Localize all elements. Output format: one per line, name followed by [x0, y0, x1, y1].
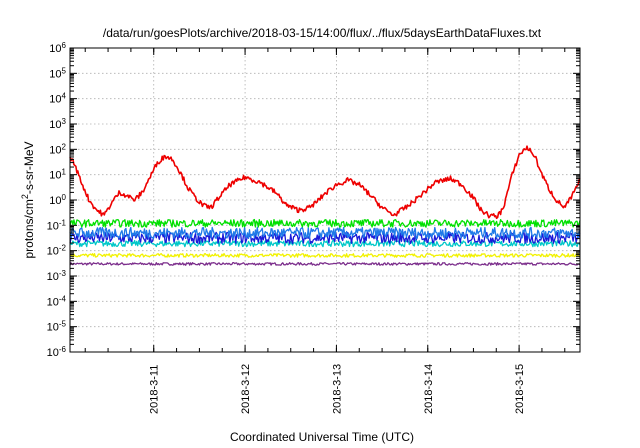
y-tick-exp: 6	[62, 41, 67, 50]
y-tick-base: 10	[49, 68, 61, 80]
y-tick-base: 10	[47, 271, 59, 283]
series-layer	[69, 145, 581, 266]
y-tick-label: 103	[49, 117, 66, 132]
y-tick-exp: -4	[59, 294, 67, 303]
y-tick-label: 105	[49, 66, 66, 81]
y-axis-title-base: protons/cm	[22, 199, 36, 258]
y-tick-base: 10	[49, 43, 61, 55]
y-tick-exp: 3	[62, 117, 67, 126]
y-tick-labels: 10-610-510-410-310-210-11001011021031041…	[47, 41, 67, 360]
y-tick-label: 104	[49, 91, 66, 106]
y-tick-exp: -3	[59, 269, 67, 278]
tick-marks	[70, 47, 580, 353]
y-tick-label: 101	[49, 167, 66, 182]
y-tick-label: 102	[49, 142, 66, 157]
x-tick-label: 2018-3-14	[423, 364, 435, 414]
y-tick-label: 10-5	[47, 319, 67, 334]
y-axis-title: protons/cm2-s-sr-MeV	[20, 141, 36, 258]
y-tick-exp: -2	[59, 243, 67, 252]
series-line	[69, 226, 581, 240]
y-axis-title-rest: -s-sr-MeV	[22, 141, 36, 194]
series-line	[69, 262, 581, 266]
x-tick-label: 2018-3-11	[149, 365, 161, 414]
y-tick-label: 10-2	[47, 243, 67, 258]
y-tick-base: 10	[49, 119, 61, 131]
y-tick-exp: -6	[59, 345, 67, 354]
y-tick-exp: 5	[62, 66, 67, 75]
grid	[70, 48, 580, 352]
y-tick-exp: 2	[62, 142, 67, 151]
y-tick-base: 10	[47, 296, 59, 308]
x-tick-label: 2018-3-13	[331, 364, 343, 414]
series-line	[69, 218, 581, 228]
y-tick-base: 10	[49, 195, 61, 207]
y-tick-exp: 1	[62, 167, 67, 176]
y-tick-label: 10-3	[47, 269, 67, 284]
y-tick-exp: 0	[62, 193, 67, 202]
y-tick-label: 106	[49, 41, 66, 56]
y-tick-base: 10	[47, 347, 59, 359]
y-tick-exp: 4	[62, 91, 67, 100]
y-tick-exp: -1	[59, 218, 67, 227]
y-tick-base: 10	[49, 170, 61, 182]
series-line	[69, 252, 581, 258]
y-tick-base: 10	[49, 144, 61, 156]
y-tick-base: 10	[47, 220, 59, 232]
y-tick-label: 10-6	[47, 345, 67, 360]
y-tick-exp: -5	[59, 319, 67, 328]
x-tick-label: 2018-3-15	[514, 364, 526, 414]
y-tick-label: 10-1	[47, 218, 67, 233]
series-line	[69, 145, 581, 220]
y-axis-title-sup: 2	[20, 194, 30, 199]
y-tick-label: 10-4	[47, 294, 67, 309]
y-tick-label: 100	[49, 193, 66, 208]
x-tick-label: 2018-3-12	[240, 364, 252, 414]
y-tick-base: 10	[49, 94, 61, 106]
y-tick-base: 10	[47, 246, 59, 258]
x-tick-labels: 2018-3-11 2018-3-12 2018-3-13 2018-3-14 2018…	[149, 364, 526, 414]
y-tick-base: 10	[47, 322, 59, 334]
x-axis-title: Coordinated Universal Time (UTC)	[230, 430, 414, 444]
chart-title: /data/run/goesPlots/archive/2018-03-15/1…	[103, 26, 542, 40]
